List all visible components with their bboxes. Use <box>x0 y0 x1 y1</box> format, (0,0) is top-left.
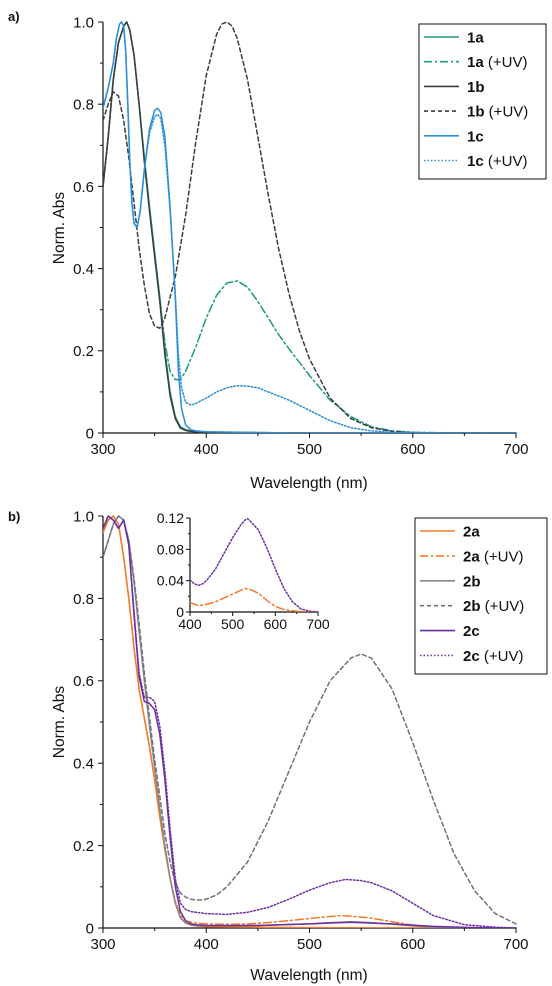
y-tick-label: 0.4 <box>73 261 94 278</box>
x-axis-label: Wavelength (nm) <box>250 967 367 984</box>
chart-panel: b) 300 400 500 600 700 0 0.2 0.4 0.6 0.8 1.0 Wavelen… <box>8 508 548 984</box>
legend-box <box>414 517 548 675</box>
legend-entry-bold: 1b <box>467 104 485 121</box>
y-tick-label: 0.8 <box>73 97 94 114</box>
x-tick-label: 400 <box>194 441 219 458</box>
legend-entry-bold: 2c <box>463 648 480 665</box>
x-tick-label: 600 <box>400 936 425 953</box>
x-tick-label: 700 <box>503 441 528 458</box>
legend-entry: 2b <box>463 573 481 590</box>
legend-entry: 1c <box>467 128 484 145</box>
legend-entry-bold: 2b <box>463 598 481 615</box>
y-tick-label: 0.4 <box>73 756 94 773</box>
legend-box <box>418 23 547 180</box>
inset-x-tick-label: 400 <box>178 616 202 632</box>
inset-y-tick-label: 0.04 <box>157 573 184 589</box>
inset-series-line <box>190 518 319 612</box>
legend-entry: 1a (+UV) <box>467 54 527 71</box>
legend-entry-bold: 1b <box>467 79 485 96</box>
y-tick-label: 0.2 <box>73 343 94 360</box>
y-tick-label: 0 <box>86 425 94 442</box>
series-line <box>103 515 517 928</box>
x-tick-label: 300 <box>90 441 115 458</box>
legend-entry: 1b <box>467 79 485 96</box>
legend-entry: 2c <box>463 623 480 640</box>
series-line <box>103 515 517 928</box>
legend-entry-bold: 1a <box>467 30 484 47</box>
panel-label: a) <box>8 9 20 24</box>
x-tick-label: 500 <box>297 441 322 458</box>
legend-entry-suffix: (+UV) <box>485 104 529 121</box>
legend-entry-bold: 1c <box>467 128 484 145</box>
legend-entry-bold: 1c <box>467 153 484 170</box>
inset-chart: 400 500 600 700 0 0.04 0.08 0.12 <box>157 510 330 632</box>
x-tick-label: 600 <box>400 441 425 458</box>
y-axis-label: Norm. Abs <box>51 686 68 759</box>
legend-entry-suffix: (+UV) <box>480 648 524 665</box>
x-tick-label: 700 <box>503 936 528 953</box>
y-tick-label: 0 <box>86 920 94 937</box>
inset-y-tick-label: 0.08 <box>157 541 184 557</box>
legend-entry-bold: 2a <box>463 548 480 565</box>
series-line <box>103 21 517 433</box>
legend-entry: 1c (+UV) <box>467 153 527 170</box>
legend-entry-bold: 1a <box>467 54 484 71</box>
x-axis-label: Wavelength (nm) <box>250 475 367 492</box>
legend-entry: 2a (+UV) <box>463 548 523 565</box>
x-tick-label: 400 <box>194 936 219 953</box>
inset-y-tick-label: 0.12 <box>157 510 184 526</box>
inset-x-tick-label: 600 <box>264 616 288 632</box>
legend-entry-bold: 2a <box>463 524 480 541</box>
legend-entry: 2b (+UV) <box>463 598 524 615</box>
y-tick-label: 1.0 <box>73 14 94 31</box>
y-tick-label: 0.2 <box>73 838 94 855</box>
panel-label: b) <box>8 509 20 524</box>
inset-x-tick-label: 500 <box>221 616 245 632</box>
inset-series-line <box>190 587 319 612</box>
legend-entry-bold: 2b <box>463 573 481 590</box>
legend-entry-bold: 2c <box>463 623 480 640</box>
y-tick-label: 0.6 <box>73 179 94 196</box>
y-tick-label: 0.8 <box>73 591 94 608</box>
legend-entry-suffix: (+UV) <box>484 153 528 170</box>
series-line <box>103 21 517 433</box>
legend-entry-suffix: (+UV) <box>481 598 525 615</box>
x-tick-label: 300 <box>90 936 115 953</box>
chart-panel: a) 300 400 500 600 700 0 0.2 0.4 0.6 0.8 1.0 Wavelen… <box>8 9 547 492</box>
inset-y-tick-label: 0 <box>176 604 184 620</box>
legend-entry-suffix: (+UV) <box>480 548 524 565</box>
x-tick-label: 500 <box>297 936 322 953</box>
legend-entry: 1b (+UV) <box>467 104 528 121</box>
legend-entry: 2c (+UV) <box>463 648 523 665</box>
legend-entry: 1a <box>467 30 484 47</box>
series-line <box>103 515 517 925</box>
y-tick-label: 1.0 <box>73 508 94 525</box>
legend-entry: 2a <box>463 524 480 541</box>
y-tick-label: 0.6 <box>73 673 94 690</box>
legend-entry-suffix: (+UV) <box>484 54 528 71</box>
inset-x-tick-label: 700 <box>306 616 330 632</box>
y-axis-label: Norm. Abs <box>51 192 68 265</box>
